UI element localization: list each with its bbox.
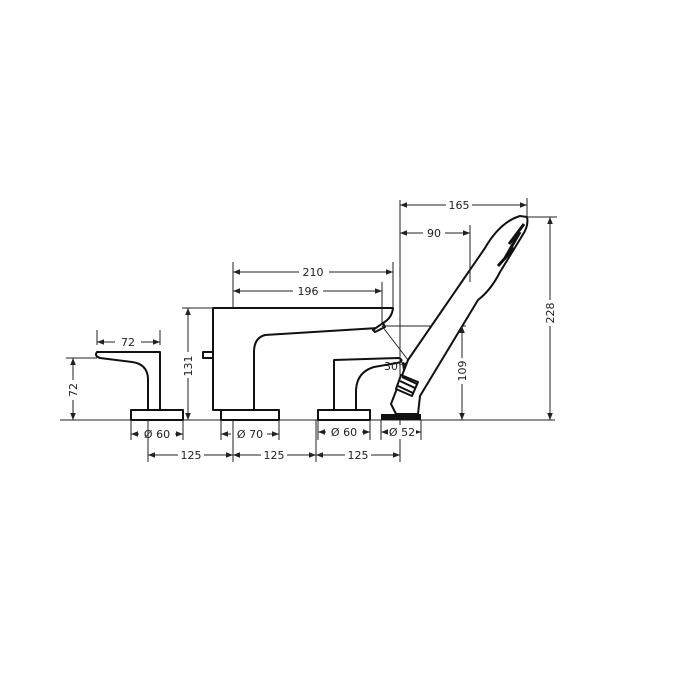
dim-spacing-1: 125 [181,449,202,462]
spout [202,307,394,421]
dim-spout-reach-inner: 196 [298,285,319,298]
dim-shower-grip: 90 [427,227,441,240]
dim-shower-height: 228 [544,303,557,324]
dim-right-base-diameter: Ø 60 [331,426,357,439]
dim-spacing-3: 125 [348,449,369,462]
dim-shower-width: 165 [449,199,470,212]
left-handle [95,351,184,421]
dim-left-handle-height: 72 [67,383,80,397]
dim-left-base-diameter: Ø 60 [144,428,170,441]
dim-spout-base-diameter: Ø 70 [237,428,263,441]
dim-spacing-2: 125 [264,449,285,462]
right-handle [317,357,411,421]
dim-left-handle-width: 72 [121,336,135,349]
dim-spout-height: 131 [182,356,195,377]
dim-shower-holder-height: 109 [456,361,469,382]
hand-shower [381,215,529,420]
dim-spout-reach-outer: 210 [303,266,324,279]
dim-shower-base-diameter: Ø 52 [389,426,415,439]
dim-spout-angle: 30° [384,360,404,373]
